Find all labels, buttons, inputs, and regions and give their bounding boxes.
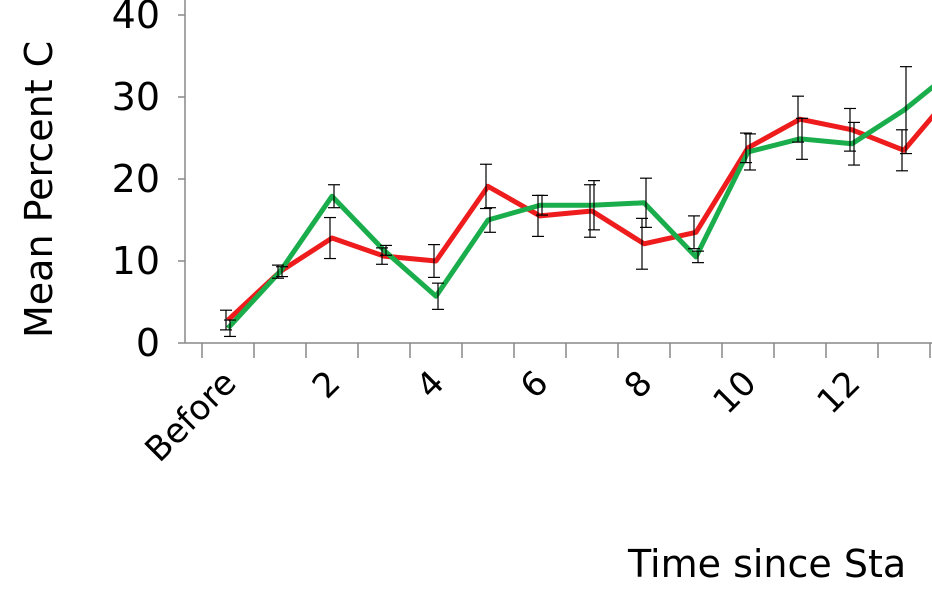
- y-tick-label: 10: [112, 239, 160, 283]
- y-tick-label: 30: [112, 75, 160, 119]
- x-tick-label: Before: [137, 363, 244, 470]
- x-tick-label: 8: [617, 363, 661, 407]
- y-tick-label: 40: [112, 0, 160, 37]
- x-tick-label: 12: [809, 363, 868, 422]
- x-tick-label: 2: [305, 363, 349, 407]
- chart: Mean Percent C Time since Sta 0 10 20 30 40 B…: [0, 0, 932, 591]
- y-tick-label: 20: [112, 157, 160, 201]
- x-tick-label: 6: [513, 363, 557, 407]
- x-tick-label: 10: [705, 363, 764, 422]
- x-axis-title: Time since Sta: [627, 542, 906, 586]
- y-tick-label: 0: [136, 321, 160, 365]
- x-tick-label: 4: [409, 363, 453, 407]
- y-axis-title: Mean Percent C: [17, 41, 61, 338]
